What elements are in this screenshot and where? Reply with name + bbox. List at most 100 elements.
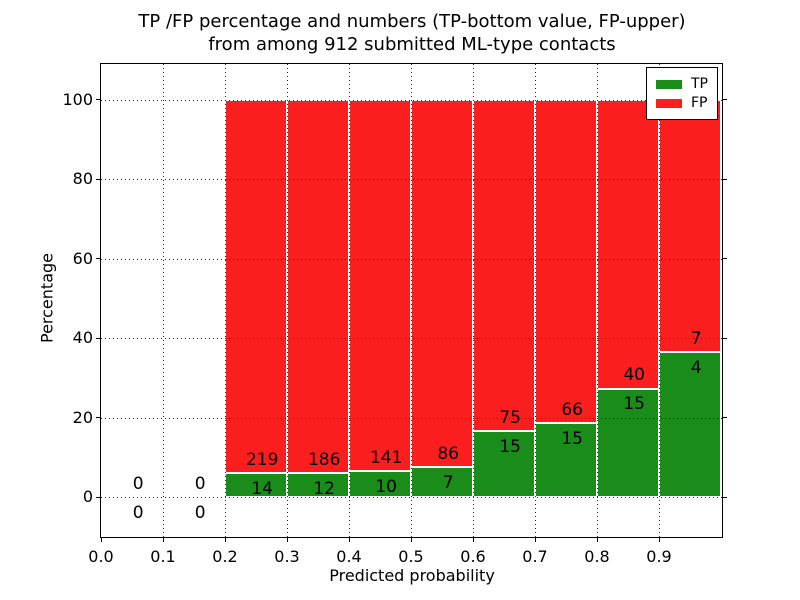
x-gridline xyxy=(286,64,288,537)
plot-area: TP FP 0 0 0 0 219 14 186 12 141 10 86 7 75 15 66 15 40 15… xyxy=(62,63,727,566)
x-tick-mark xyxy=(410,538,412,542)
x-gridline xyxy=(224,64,226,537)
bar-fp-bin-0.7 xyxy=(535,99,597,424)
x-axis-label: Predicted probability xyxy=(329,566,495,585)
x-tick-mark xyxy=(534,538,536,542)
bar-fp-bin-0.9 xyxy=(659,99,721,353)
tp-count-label: 10 xyxy=(375,476,397,497)
tp-count-label: 0 xyxy=(194,502,206,523)
x-gridline xyxy=(658,64,660,537)
bar-tp-bin-0.5 xyxy=(411,467,473,497)
x-tick-mark xyxy=(658,538,660,542)
x-tick-mark xyxy=(100,538,102,542)
bar-tp-bin-0.3 xyxy=(287,472,349,497)
legend: TP FP xyxy=(646,67,718,120)
y-tick-label: 100 xyxy=(62,89,93,109)
legend-label-fp: FP xyxy=(691,95,708,111)
bar-fp-bin-0.2 xyxy=(225,99,287,474)
fp-count-label: 219 xyxy=(245,449,279,470)
legend-label-tp: TP xyxy=(691,76,708,92)
y-tick-mark-right xyxy=(723,178,727,180)
x-gridline xyxy=(348,64,350,537)
y-gridline xyxy=(101,99,722,101)
y-tick-mark-left xyxy=(96,337,100,339)
tp-count-label: 14 xyxy=(251,479,273,500)
y-tick-label: 60 xyxy=(72,248,93,268)
y-tick-mark-left xyxy=(96,99,100,100)
x-tick-label: 0.6 xyxy=(460,547,486,566)
y-tick-label: 0 xyxy=(82,487,93,506)
x-gridline xyxy=(472,64,474,537)
y-gridline xyxy=(101,258,722,260)
bar-fp-bin-0.3 xyxy=(287,99,349,473)
fp-color-swatch xyxy=(656,98,682,108)
tp-count-label: 15 xyxy=(561,429,583,450)
tp-count-label: 15 xyxy=(499,436,521,457)
x-tick-label: 0.9 xyxy=(646,547,672,566)
x-gridline xyxy=(162,64,164,537)
x-tick-mark xyxy=(348,538,350,542)
legend-item-tp: TP xyxy=(656,76,708,92)
fp-count-label: 0 xyxy=(194,473,206,494)
y-tick-mark-right xyxy=(723,337,727,339)
fp-count-label: 66 xyxy=(561,400,583,421)
chart-title-line-2: from among 912 submitted ML-type contact… xyxy=(208,34,616,55)
fp-count-label: 0 xyxy=(132,473,144,494)
x-tick-label: 0.8 xyxy=(584,547,610,566)
y-tick-mark-right xyxy=(723,496,727,498)
x-tick-label: 0.5 xyxy=(398,547,424,566)
bar-tp-bin-0.8 xyxy=(597,388,659,497)
tp-count-label: 15 xyxy=(623,394,645,415)
x-tick-mark xyxy=(472,538,474,542)
x-tick-mark xyxy=(224,538,226,542)
bar-tp-bin-0.9 xyxy=(659,352,721,497)
fp-count-label: 86 xyxy=(437,443,459,464)
y-tick-label: 20 xyxy=(72,407,93,427)
x-tick-label: 0.4 xyxy=(336,547,362,566)
x-tick-label: 0.1 xyxy=(150,547,176,566)
y-tick-mark-left xyxy=(96,258,100,259)
y-tick-mark-right xyxy=(723,258,727,259)
x-tick-label: 0.3 xyxy=(274,547,300,566)
x-tick-mark xyxy=(286,538,288,542)
x-gridline xyxy=(596,64,598,537)
tp-color-swatch xyxy=(656,79,682,89)
fp-count-label: 7 xyxy=(690,329,702,350)
tp-count-label: 12 xyxy=(313,478,335,499)
y-tick-mark-right xyxy=(723,417,727,418)
x-tick-label: 0.2 xyxy=(212,547,238,566)
bar-fp-bin-0.5 xyxy=(411,99,473,468)
x-tick-mark xyxy=(162,538,164,542)
y-gridline xyxy=(101,417,722,419)
bar-fp-bin-0.6 xyxy=(473,99,535,431)
bar-fp-bin-0.8 xyxy=(597,99,659,389)
y-gridline xyxy=(101,338,722,339)
fp-count-label: 186 xyxy=(307,449,341,470)
tp-count-label: 4 xyxy=(690,358,702,379)
fp-count-label: 75 xyxy=(499,407,521,428)
bar-fp-bin-0.4 xyxy=(349,99,411,471)
legend-item-fp: FP xyxy=(656,95,708,111)
fp-count-label: 141 xyxy=(369,447,403,468)
y-gridline xyxy=(101,497,722,498)
tp-count-label: 0 xyxy=(132,502,144,523)
y-tick-mark-right xyxy=(723,99,727,100)
y-tick-label: 40 xyxy=(72,328,93,347)
bar-tp-bin-0.6 xyxy=(473,430,535,497)
chart-title-line-1: TP /FP percentage and numbers (TP-bottom… xyxy=(138,11,686,32)
y-tick-label: 80 xyxy=(72,169,93,188)
bar-tp-bin-0.4 xyxy=(349,470,411,497)
chart-title: TP /FP percentage and numbers (TP-bottom… xyxy=(138,10,685,56)
y-tick-mark-left xyxy=(96,178,100,180)
x-tick-label: 0.0 xyxy=(88,547,114,566)
y-tick-mark-left xyxy=(96,496,100,498)
fp-count-label: 40 xyxy=(623,365,645,386)
x-tick-mark xyxy=(596,538,598,542)
y-tick-mark-left xyxy=(96,417,100,418)
y-gridline xyxy=(101,179,722,180)
x-gridline xyxy=(534,64,536,537)
tp-count-label: 7 xyxy=(442,472,454,493)
x-tick-label: 0.7 xyxy=(522,547,548,566)
x-gridline xyxy=(410,64,412,537)
